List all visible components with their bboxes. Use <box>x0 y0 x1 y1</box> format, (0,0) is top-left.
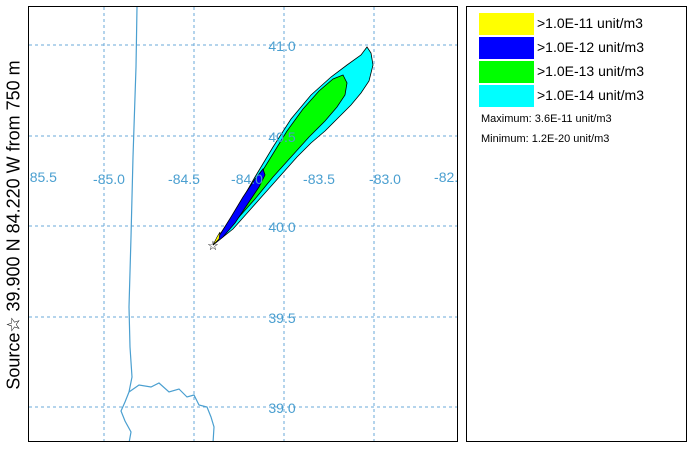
source-info-text: Source☆ 39.900 N 84.220 W from 750 m <box>3 60 24 390</box>
legend-swatch <box>479 13 534 35</box>
source-info-label: Source☆ 39.900 N 84.220 W from 750 m <box>0 0 28 450</box>
legend-minimum: Minimum: 1.2E-20 unit/m3 <box>481 133 610 145</box>
latitude-label: 40.0 <box>268 219 295 235</box>
map-panel: ☆ -85.5 -85.0 -84.5 -84.0 -83.5 -83.0 -8… <box>28 6 458 442</box>
legend-label: >1.0E-12 unit/m3 <box>537 39 645 55</box>
legend-swatch <box>479 37 534 59</box>
legend-item-level-4: >1.0E-14 unit/m3 <box>479 85 684 107</box>
longitude-label: -84.0 <box>231 171 263 187</box>
legend-swatch <box>479 61 534 83</box>
latitude-label: 39.0 <box>268 400 295 416</box>
legend-label: >1.0E-14 unit/m3 <box>537 87 645 103</box>
longitude-label: -83.0 <box>369 171 401 187</box>
map-grid <box>29 7 457 441</box>
latitude-label: 40.5 <box>268 129 295 145</box>
plume-level-1 <box>212 231 221 246</box>
longitude-label: -82.5 <box>434 169 458 185</box>
state-boundary <box>120 7 215 441</box>
legend-item-level-1: >1.0E-11 unit/m3 <box>479 13 684 35</box>
latitude-label: 39.5 <box>268 310 295 326</box>
latitude-labels: 41.0 40.5 40.0 39.5 39.0 <box>268 38 295 416</box>
legend-item-level-3: >1.0E-13 unit/m3 <box>479 61 684 83</box>
longitude-label: -85.5 <box>29 169 57 185</box>
longitude-label: -84.5 <box>168 171 200 187</box>
plume-contours <box>212 46 374 246</box>
latitude-label: 41.0 <box>268 38 295 54</box>
legend-label: >1.0E-13 unit/m3 <box>537 63 645 79</box>
legend-label: >1.0E-11 unit/m3 <box>537 15 643 31</box>
longitude-labels: -85.5 -85.0 -84.5 -84.0 -83.5 -83.0 -82.… <box>29 169 458 187</box>
legend-item-level-2: >1.0E-12 unit/m3 <box>479 37 684 59</box>
legend-swatch <box>479 85 534 107</box>
legend-maximum: Maximum: 3.6E-11 unit/m3 <box>481 113 612 125</box>
source-star-icon: ☆ <box>207 238 219 253</box>
legend-panel: >1.0E-11 unit/m3 >1.0E-12 unit/m3 >1.0E-… <box>466 6 687 442</box>
plume-level-2 <box>212 168 266 246</box>
longitude-label: -85.0 <box>93 171 125 187</box>
concentration-map: ☆ -85.5 -85.0 -84.5 -84.0 -83.5 -83.0 -8… <box>29 7 458 441</box>
longitude-label: -83.5 <box>303 171 335 187</box>
